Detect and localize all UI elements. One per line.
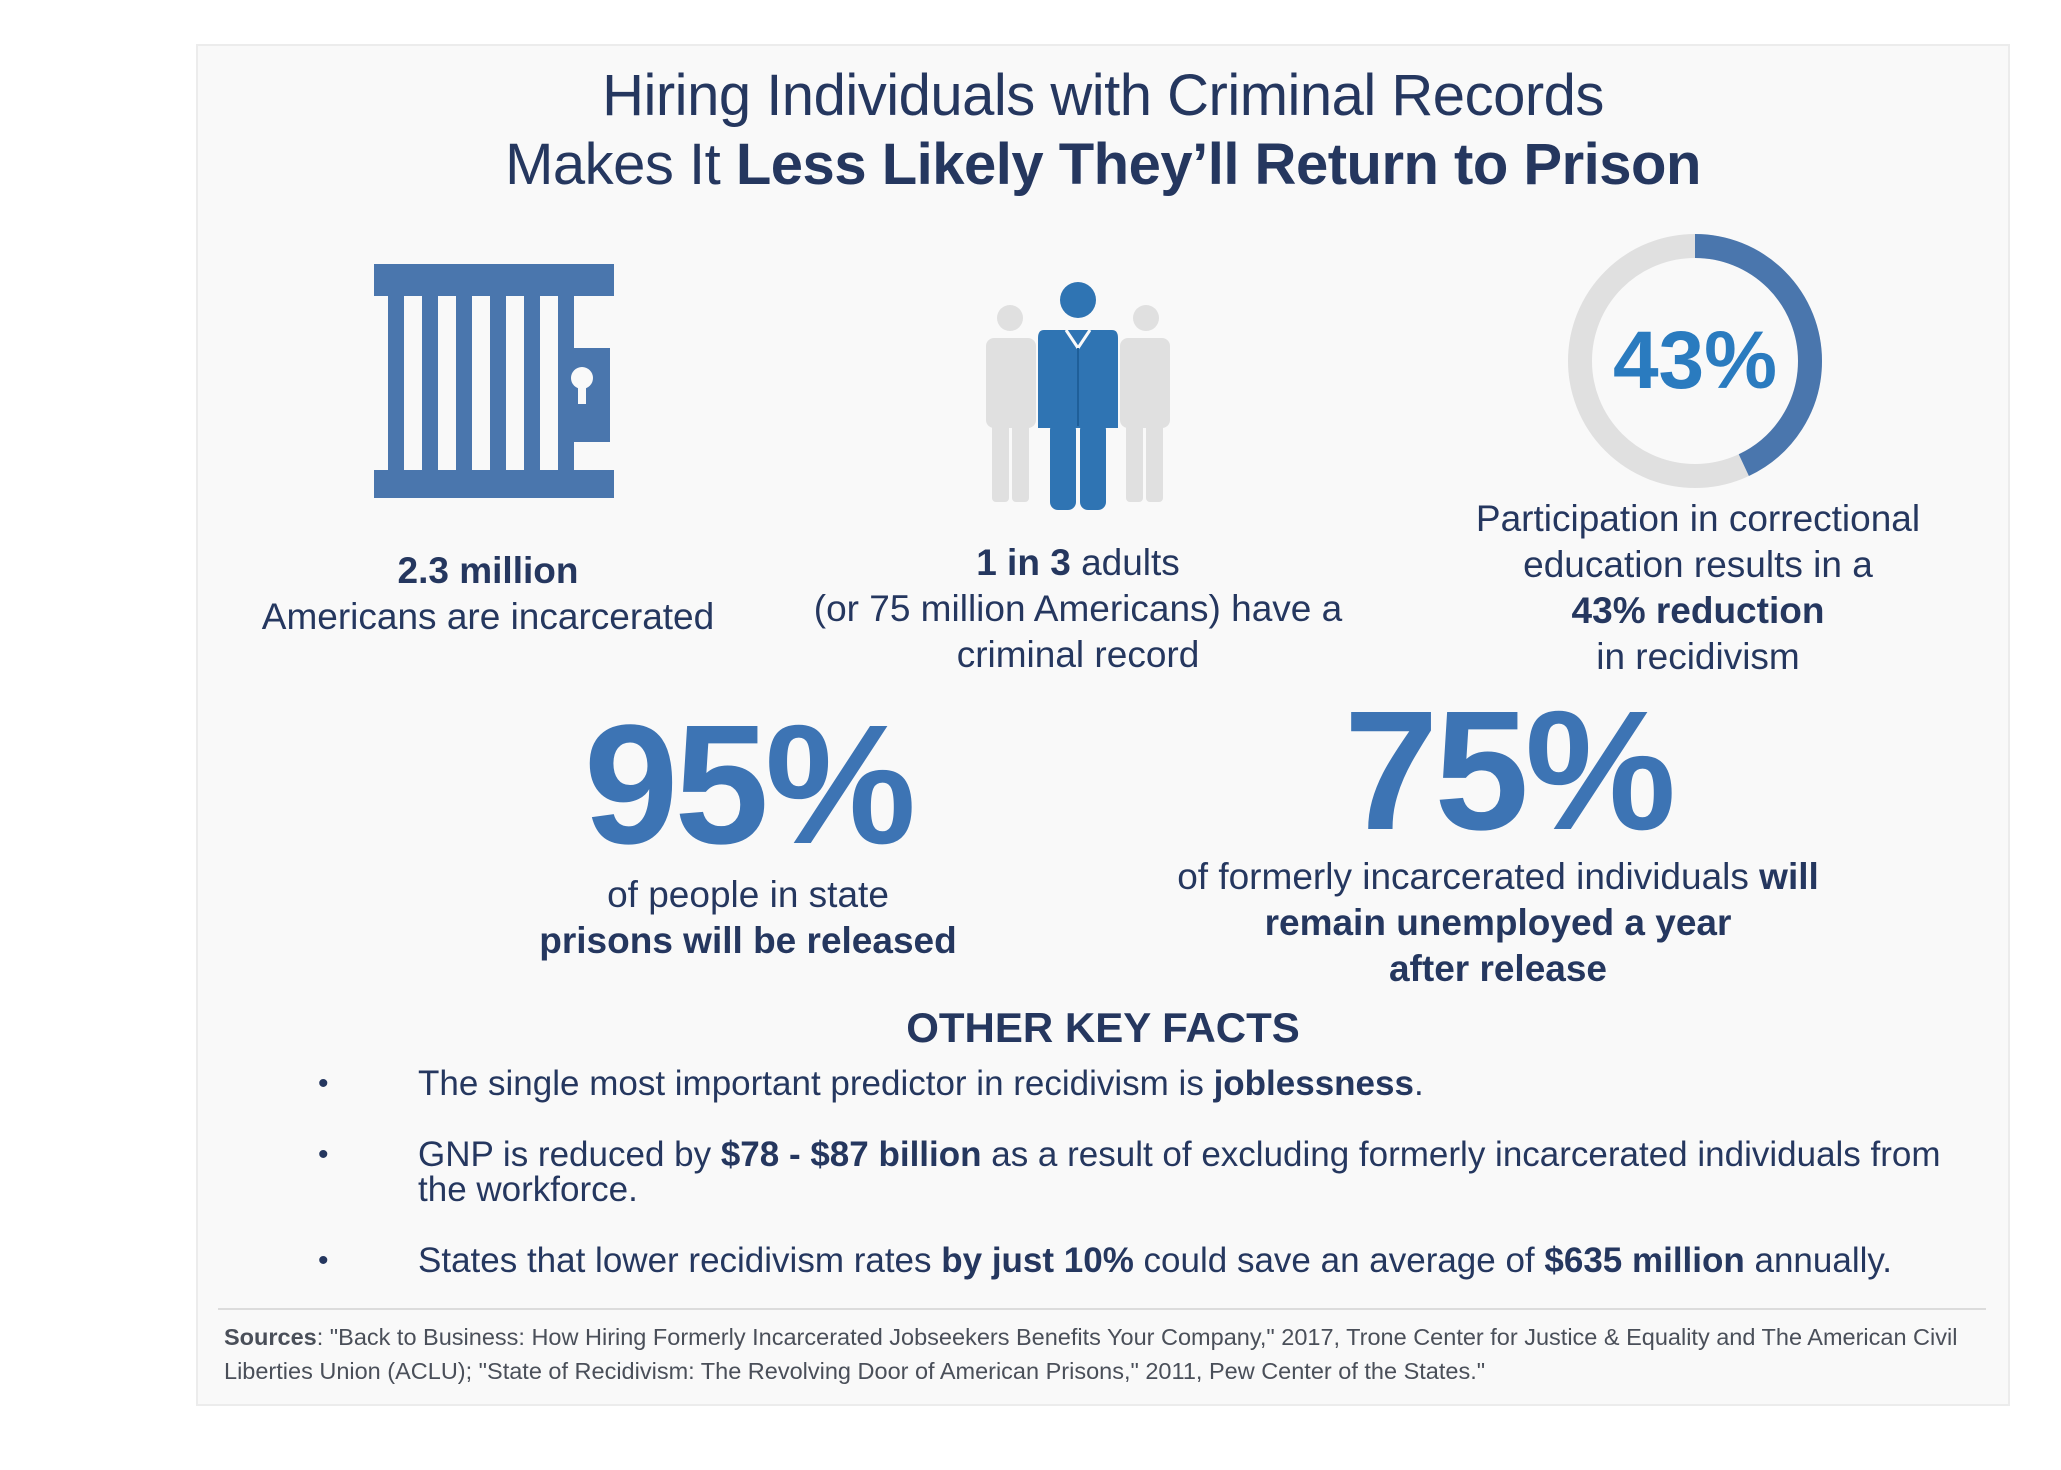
sources-text: : "Back to Business: How Hiring Formerly… — [224, 1324, 1958, 1384]
ring-arc — [1568, 234, 1822, 488]
stat-released: of people in state prisons will be relea… — [448, 872, 1048, 964]
sources: Sources: "Back to Business: How Hiring F… — [224, 1320, 1984, 1388]
fact1-bold: joblessness — [1213, 1064, 1414, 1103]
stat-criminal-record-after: adults — [1070, 542, 1180, 583]
fact1-suffix: . — [1413, 1064, 1424, 1103]
fact3-prefix: States that lower recidivism rates — [418, 1241, 942, 1280]
stat-unemployed-line1: of formerly incarcerated individuals wil… — [998, 854, 1998, 900]
fact3-bold1: by just 10% — [941, 1241, 1134, 1280]
fact3-middle: could save an average of — [1133, 1241, 1545, 1280]
sources-label: Sources — [224, 1324, 317, 1350]
list-item: • States that lower recidivism rates by … — [288, 1243, 1948, 1278]
people-group-icon — [978, 278, 1178, 510]
ring-label: 43% — [1612, 315, 1778, 406]
bullet: • — [318, 1138, 329, 1171]
list-item: • GNP is reduced by $78 - $87 billion as… — [288, 1137, 1948, 1207]
fact1-prefix: The single most important predictor in r… — [418, 1064, 1214, 1103]
bullet: • — [318, 1067, 329, 1100]
facts-list: • The single most important predictor in… — [288, 1066, 1948, 1304]
fact3-suffix: annually. — [1744, 1241, 1892, 1280]
title-line-2-prefix: Makes It — [505, 132, 736, 197]
title-line-1: Hiring Individuals with Criminal Records — [602, 63, 1604, 128]
stat-criminal-record-line3: criminal record — [956, 634, 1200, 675]
stat-criminal-record-line2: (or 75 million Americans) have a — [813, 588, 1343, 629]
stat-incarcerated-bold: 2.3 million — [397, 550, 579, 591]
stat-unemployed-line3: after release — [1388, 948, 1608, 989]
fact3-bold2: $635 million — [1544, 1241, 1745, 1280]
stat-incarcerated-text: Americans are incarcerated — [261, 596, 715, 637]
stat-education-line4: in recidivism — [1596, 636, 1800, 677]
list-item: • The single most important predictor in… — [288, 1066, 1948, 1101]
progress-ring: 43% — [1564, 230, 1826, 492]
bullet: • — [318, 1244, 329, 1277]
prison-cell-icon — [374, 264, 614, 498]
stat-unemployed-line2: remain unemployed a year — [1264, 902, 1732, 943]
stat-released-number: 95% — [583, 690, 916, 880]
title-line-2-bold: Less Likely They’ll Return to Prison — [735, 132, 1702, 197]
fact2-prefix: GNP is reduced by — [418, 1135, 721, 1174]
stat-criminal-record-line1: 1 in 3 adults — [768, 540, 1388, 586]
stat-education: Participation in correctional education … — [1388, 496, 2008, 680]
stat-unemployed-number: 75% — [1343, 676, 1676, 866]
stat-education-bold: 43% reduction — [1571, 590, 1825, 631]
stat-incarcerated: 2.3 million Americans are incarcerated — [238, 548, 738, 640]
stat-criminal-record: 1 in 3 adults (or 75 million Americans) … — [768, 540, 1388, 678]
other-key-facts-heading: OTHER KEY FACTS — [906, 1004, 1300, 1051]
stat-unemployed-line1-bold: will — [1759, 856, 1819, 897]
fact2-suffix: as a result of excluding formerly incarc… — [418, 1135, 1941, 1209]
infographic-card: Hiring Individuals with Criminal Records… — [196, 44, 2010, 1406]
stat-released-bold: prisons will be released — [539, 920, 957, 961]
stat-unemployed-line1-prefix: of formerly incarcerated individuals — [1177, 856, 1760, 897]
divider — [218, 1308, 1986, 1310]
stat-education-line2: education results in a — [1523, 544, 1873, 585]
stat-unemployed: of formerly incarcerated individuals wil… — [998, 854, 1998, 992]
stat-education-line1: Participation in correctional — [1475, 498, 1921, 539]
stat-criminal-record-bold: 1 in 3 — [976, 542, 1071, 583]
fact2-bold: $78 - $87 billion — [720, 1135, 982, 1174]
title-line-2: Makes It Less Likely They’ll Return to P… — [198, 130, 2008, 200]
stat-released-line1: of people in state — [607, 874, 889, 915]
